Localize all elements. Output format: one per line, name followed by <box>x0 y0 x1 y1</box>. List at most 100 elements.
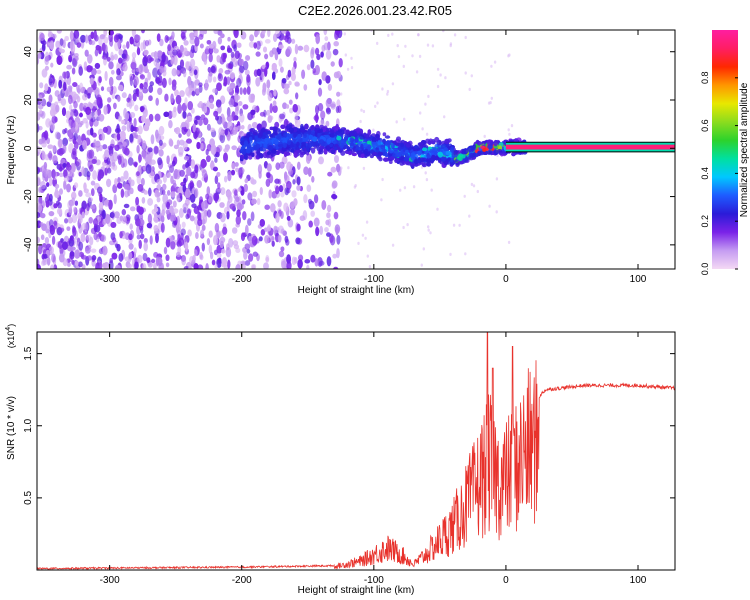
heatmap-cell <box>181 125 187 135</box>
heatmap-cell <box>139 74 146 80</box>
heatmap-cell <box>102 245 108 256</box>
heatmap-cell <box>445 150 452 156</box>
heatmap-cell <box>114 127 121 134</box>
heatmap-cell <box>243 250 248 260</box>
heatmap-cell <box>330 133 335 138</box>
heatmap-cell <box>216 252 222 258</box>
heatmap-cell <box>274 178 280 184</box>
heatmap-cell <box>71 259 75 265</box>
heatmap-cell <box>153 207 159 213</box>
heatmap-cell <box>198 84 203 93</box>
heatmap-cell <box>269 126 274 131</box>
heatmap-cell <box>246 85 251 95</box>
heatmap-cell <box>216 55 221 63</box>
heatmap-cell <box>174 168 179 174</box>
heatmap-cell <box>43 130 49 141</box>
heatmap-cell <box>374 104 377 108</box>
heatmap-cell <box>280 246 285 252</box>
heatmap-cell <box>434 136 440 143</box>
heatmap-cell <box>426 162 432 167</box>
heatmap-cell <box>111 133 117 139</box>
heatmap-cell <box>420 263 423 267</box>
heatmap-cell <box>230 169 236 176</box>
heatmap-cell <box>243 140 249 147</box>
heatmap-cell <box>112 237 117 243</box>
heatmap-cell <box>214 157 218 163</box>
heatmap-cell <box>234 162 239 167</box>
heatmap-cell <box>74 260 79 266</box>
heatmap-cell <box>183 47 188 56</box>
heatmap-cell <box>51 235 56 246</box>
heatmap-cell <box>62 128 66 135</box>
heatmap-cell <box>192 123 196 133</box>
heatmap-cell <box>242 210 247 221</box>
heatmap-cell <box>239 87 243 95</box>
heatmap-cell <box>37 236 41 244</box>
heatmap-cell <box>50 123 55 131</box>
heatmap-cell <box>336 99 341 108</box>
heatmap-cell <box>278 185 284 193</box>
heatmap-cell <box>333 41 339 47</box>
heatmap-cell <box>470 74 473 78</box>
heatmap-cell <box>182 140 188 151</box>
heatmap-cell <box>177 197 181 203</box>
heatmap-cell <box>72 81 78 88</box>
heatmap-cell <box>317 129 321 134</box>
heatmap-cell <box>143 237 148 244</box>
heatmap-cell <box>275 212 280 223</box>
heatmap-cell <box>226 76 231 86</box>
heatmap-cell <box>248 253 254 262</box>
heatmap-cell <box>325 219 330 226</box>
heatmap-cell <box>166 201 171 210</box>
heatmap-cell <box>143 190 149 195</box>
heatmap-cell <box>48 30 52 36</box>
heatmap-cell <box>72 206 77 213</box>
heatmap-cell <box>129 133 134 143</box>
heatmap-cell <box>92 218 99 226</box>
heatmap-cell <box>176 223 182 232</box>
heatmap-cell <box>269 203 276 213</box>
heatmap-cell <box>377 151 384 156</box>
heatmap-cell <box>399 188 402 192</box>
heatmap-cell <box>437 151 444 158</box>
heatmap-cell <box>270 149 277 154</box>
heatmap-cell <box>209 251 214 260</box>
heatmap-cell <box>226 47 233 53</box>
heatmap-cell <box>396 44 399 48</box>
heatmap-cell <box>274 121 280 129</box>
heatmap-cell <box>442 30 445 33</box>
heatmap-cell <box>128 252 133 260</box>
heatmap-cell <box>444 138 450 145</box>
heatmap-cell <box>140 106 144 113</box>
heatmap-cell <box>37 123 40 133</box>
heatmap-cell <box>66 226 71 231</box>
heatmap-cell <box>110 69 115 75</box>
heatmap-cell <box>73 100 78 109</box>
heatmap-cell <box>303 133 308 138</box>
heatmap-cell <box>262 82 267 93</box>
heatmap-cell <box>252 251 259 257</box>
heatmap-cell <box>219 212 226 223</box>
heatmap-cell <box>371 137 377 143</box>
heatmap-cell <box>295 237 301 245</box>
heatmap-cell <box>118 49 124 56</box>
heatmap-cell <box>136 171 140 177</box>
heatmap-cell <box>45 228 50 234</box>
heatmap-cell <box>246 74 251 83</box>
heatmap-cell <box>116 155 122 160</box>
heatmap-cell <box>429 231 432 235</box>
heatmap-cell <box>38 109 43 114</box>
heatmap-cell <box>115 75 122 81</box>
heatmap-cell <box>71 163 76 173</box>
heatmap-cell <box>82 117 88 124</box>
heatmap-cell <box>349 137 355 143</box>
heatmap-cell <box>261 30 266 35</box>
heatmap-cell <box>228 237 234 248</box>
heatmap-cell <box>41 43 46 52</box>
heatmap-cell <box>231 227 238 234</box>
heatmap-cell <box>106 157 111 165</box>
heatmap-cell <box>313 115 319 121</box>
figure-title: C2E2.2026.001.23.42.R05 <box>298 3 452 18</box>
heatmap-cell <box>375 133 380 139</box>
heatmap-cell <box>161 202 167 212</box>
